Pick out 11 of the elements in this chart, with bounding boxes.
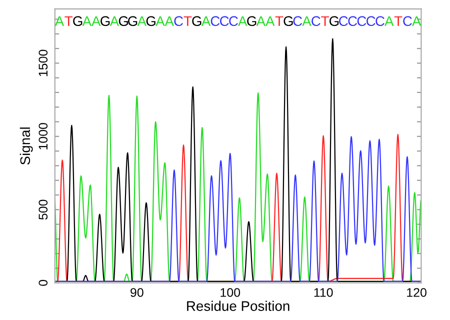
y-tick-label: 500 bbox=[38, 200, 48, 220]
y-axis-title: Signal bbox=[20, 128, 33, 165]
x-tick-label: 120 bbox=[407, 288, 426, 297]
y-tick-label: 1500 bbox=[38, 50, 48, 76]
text: ATGAAGAGGAGAACTGACCCAGAATGCACTGCCCCCATCA bbox=[54, 16, 422, 26]
x-tick-label: 90 bbox=[130, 288, 144, 297]
y-tick-label: 1000 bbox=[38, 122, 48, 150]
x-tick-label: 100 bbox=[220, 288, 240, 297]
x-tick-label: 110 bbox=[314, 288, 333, 297]
x-axis-title: Residue Position bbox=[187, 300, 290, 311]
y-tick-label: 0 bbox=[38, 280, 48, 286]
